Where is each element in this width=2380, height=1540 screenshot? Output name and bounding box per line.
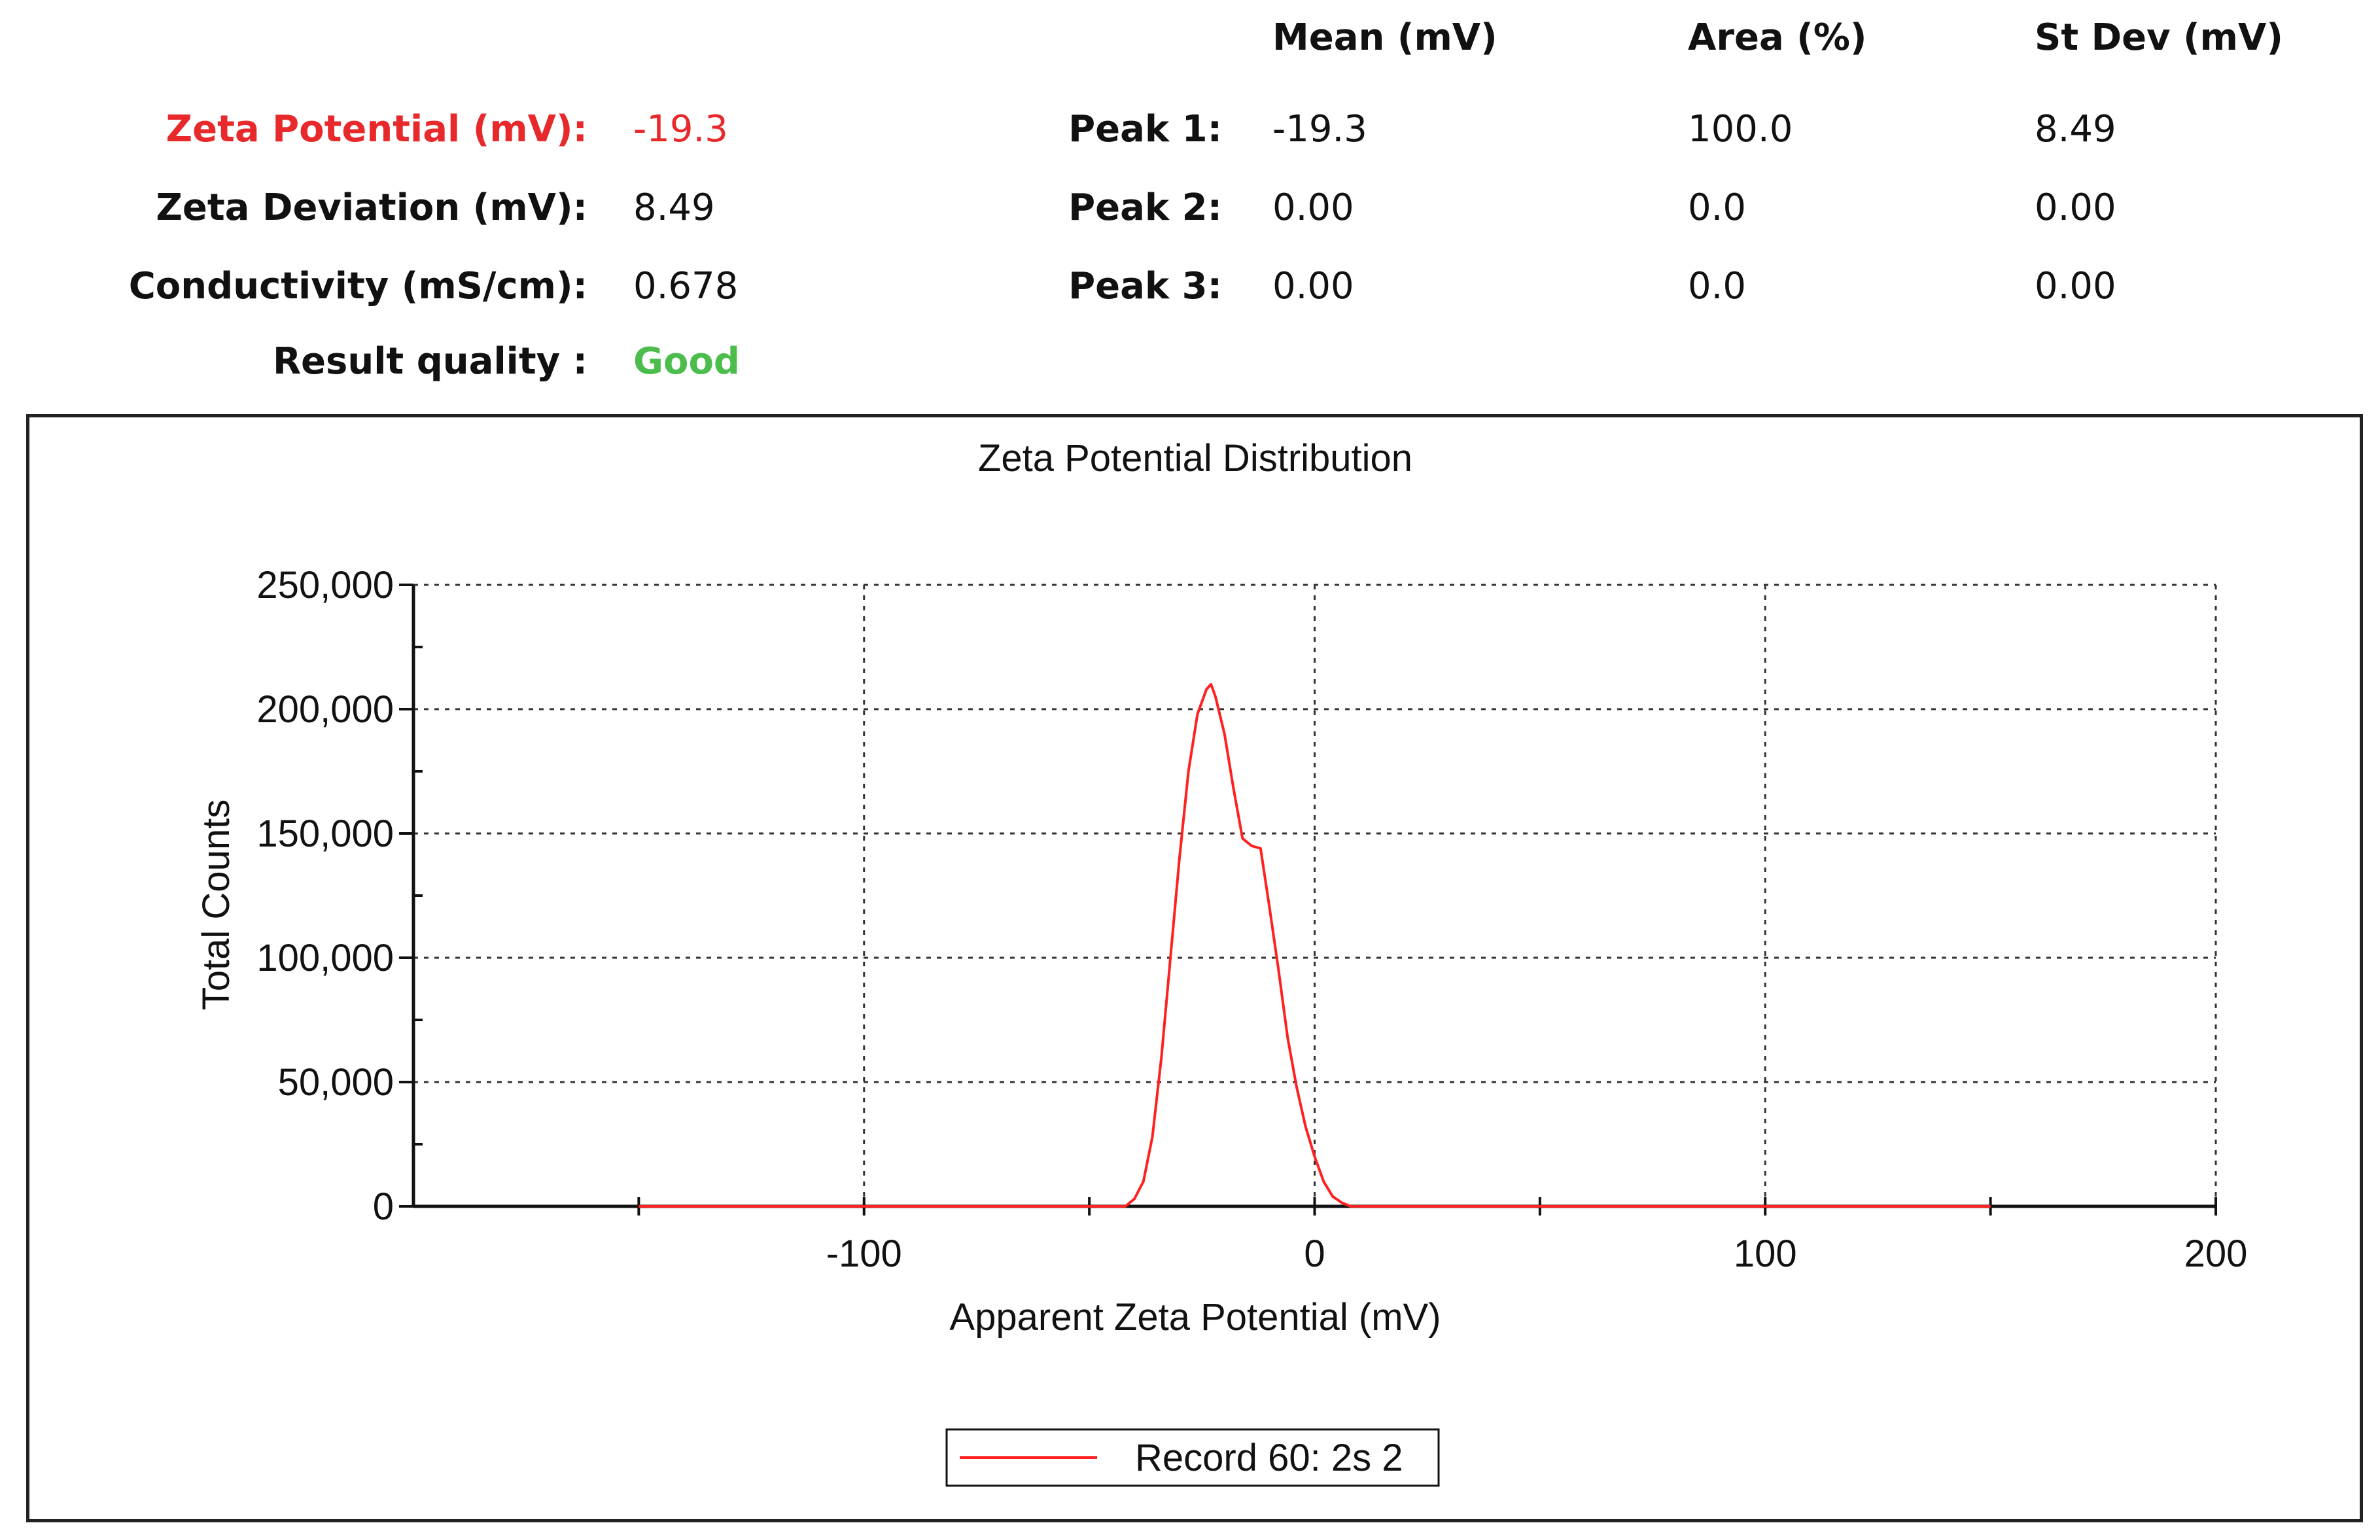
peak-3-mean: 0.00 bbox=[1272, 265, 1354, 307]
series-line-0 bbox=[639, 683, 1991, 1208]
peak-1-stdev: 8.49 bbox=[2035, 108, 2116, 150]
zeta-deviation-value: 8.49 bbox=[633, 186, 715, 229]
peak-1-area: 100.0 bbox=[1688, 108, 1793, 150]
peak-2-area: 0.0 bbox=[1688, 186, 1747, 229]
result-quality-value: Good bbox=[633, 340, 740, 383]
conductivity-label: Conductivity (mS/cm): bbox=[128, 265, 587, 307]
grid-lines bbox=[413, 584, 2217, 1206]
x-tick-label: 100 bbox=[1734, 1233, 1797, 1275]
y-tick-label: 250,000 bbox=[256, 564, 394, 606]
conductivity-value: 0.678 bbox=[633, 265, 739, 307]
tick-labels: 0 50,000 100,000 150,000 200,000 250,000 -100 0… bbox=[256, 564, 2247, 1275]
chart-title: Zeta Potential Distribution bbox=[978, 437, 1412, 480]
y-axis-label: Total Counts bbox=[195, 799, 237, 1010]
zeta-distribution-chart: Zeta Potential Distribution 0 50,000 100,0… bbox=[195, 437, 2247, 1487]
zeta-potential-label: Zeta Potential (mV): bbox=[166, 108, 588, 150]
peak-1-label: Peak 1: bbox=[1068, 108, 1222, 150]
stdev-column-header: St Dev (mV) bbox=[2035, 16, 2283, 59]
zeta-deviation-label: Zeta Deviation (mV): bbox=[156, 186, 587, 229]
peak-2-mean: 0.00 bbox=[1272, 186, 1354, 229]
result-quality-label: Result quality : bbox=[272, 340, 587, 383]
legend: Record 60: 2s 2 bbox=[945, 1428, 1440, 1487]
y-tick-label: 0 bbox=[373, 1185, 394, 1228]
y-tick-label: 100,000 bbox=[256, 937, 394, 979]
peak-2-label: Peak 2: bbox=[1068, 186, 1222, 229]
x-tick-label: 0 bbox=[1304, 1233, 1325, 1275]
peak-3-stdev: 0.00 bbox=[2035, 265, 2116, 307]
peak-3-label: Peak 3: bbox=[1068, 265, 1222, 307]
y-tick-label: 200,000 bbox=[256, 688, 394, 731]
area-column-header: Area (%) bbox=[1688, 16, 1867, 59]
x-tick-label: 200 bbox=[2184, 1233, 2248, 1275]
y-tick-label: 150,000 bbox=[256, 813, 394, 855]
legend-label: Record 60: 2s 2 bbox=[1135, 1437, 1403, 1479]
peak-3-area: 0.0 bbox=[1688, 265, 1747, 307]
chart-panel: Zeta Potential Distribution 0 50,000 100,0… bbox=[26, 414, 2363, 1522]
zeta-potential-value: -19.3 bbox=[633, 108, 728, 150]
x-tick-label: -100 bbox=[826, 1233, 902, 1275]
mean-column-header: Mean (mV) bbox=[1272, 16, 1497, 59]
axes bbox=[399, 584, 2217, 1216]
series-layer bbox=[639, 683, 1991, 1208]
peak-2-stdev: 0.00 bbox=[2035, 186, 2116, 229]
peak-1-mean: -19.3 bbox=[1272, 108, 1367, 150]
x-axis-label: Apparent Zeta Potential (mV) bbox=[949, 1296, 1441, 1339]
y-tick-label: 50,000 bbox=[278, 1061, 394, 1104]
